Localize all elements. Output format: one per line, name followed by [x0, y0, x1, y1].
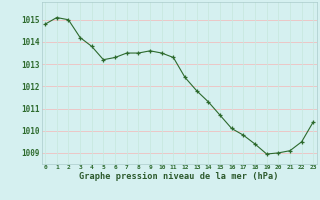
X-axis label: Graphe pression niveau de la mer (hPa): Graphe pression niveau de la mer (hPa) — [79, 172, 279, 181]
